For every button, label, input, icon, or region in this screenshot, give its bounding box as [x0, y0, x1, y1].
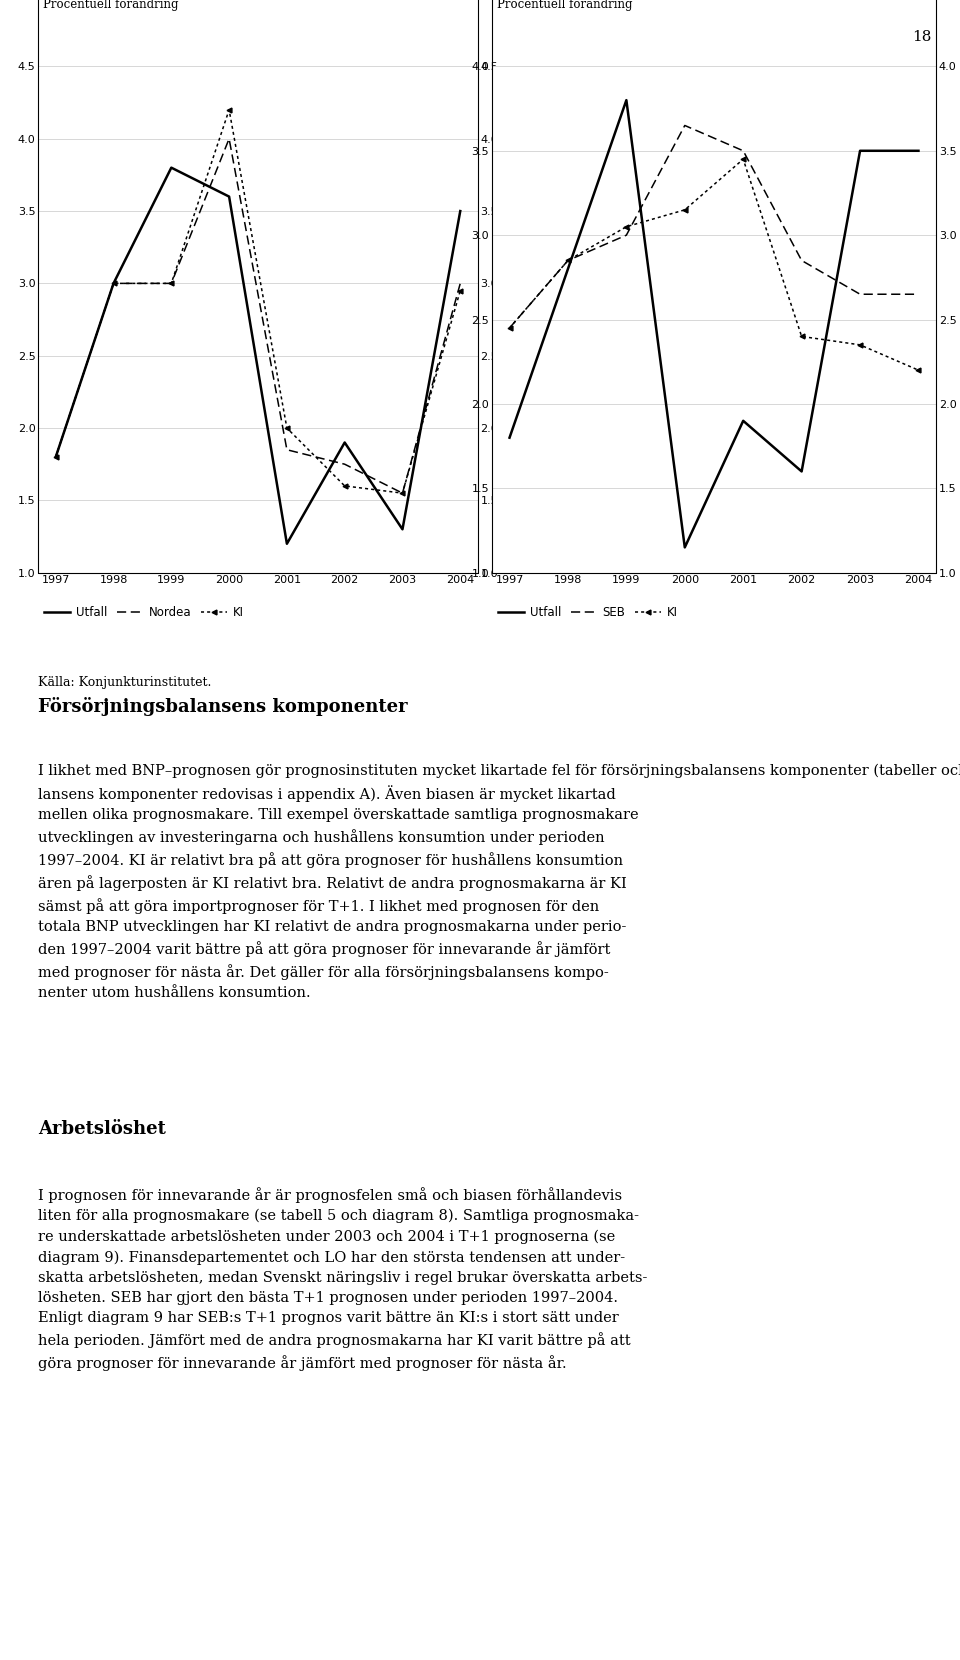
Text: Källa: Konjunkturinstitutet.: Källa: Konjunkturinstitutet.	[38, 676, 212, 689]
Text: Försörjningsbalansens komponenter: Försörjningsbalansens komponenter	[38, 697, 408, 715]
Text: I prognosen för innevarande år är prognosfelen små och biasen förhållandevis
lit: I prognosen för innevarande år är progno…	[38, 1187, 648, 1371]
Text: Procentuell förändring: Procentuell förändring	[497, 0, 633, 12]
Text: 18: 18	[912, 30, 931, 43]
Text: Arbetslöshet: Arbetslöshet	[38, 1120, 166, 1139]
Text: I likhet med BNP–prognosen gör prognosinstituten mycket likartade fel för försör: I likhet med BNP–prognosen gör prognosin…	[38, 764, 960, 1001]
Legend: Utfall, Nordea, KI: Utfall, Nordea, KI	[44, 606, 244, 619]
Text: Procentuell förändring: Procentuell förändring	[43, 0, 179, 12]
Legend: Utfall, SEB, KI: Utfall, SEB, KI	[498, 606, 678, 619]
